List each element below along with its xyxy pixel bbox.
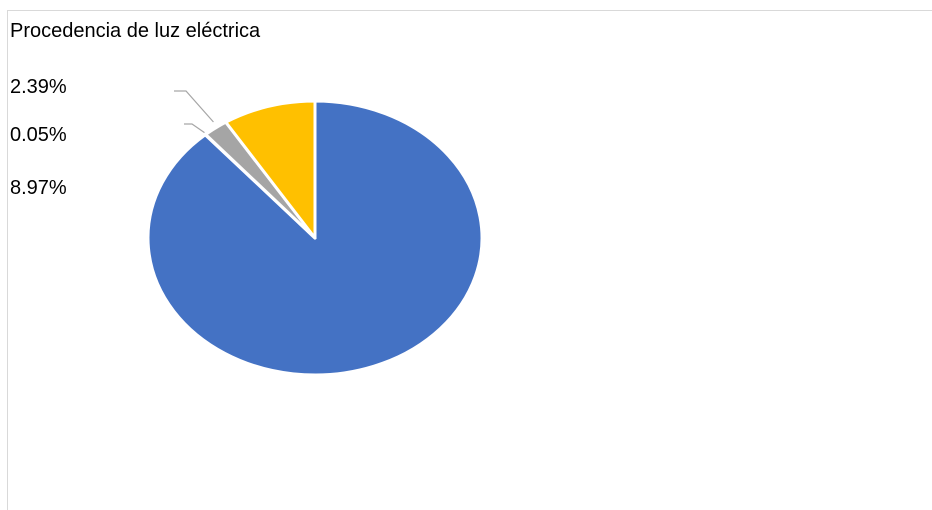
pie-chart bbox=[146, 90, 484, 377]
pie-slices bbox=[146, 99, 484, 377]
chart-area bbox=[7, 10, 932, 510]
data-label-yellow: 8.97% bbox=[10, 177, 67, 199]
leader-line-orange bbox=[184, 123, 205, 134]
data-label-grey: 2.39% bbox=[10, 76, 67, 98]
leader-lines bbox=[174, 90, 214, 134]
leader-line-grey bbox=[174, 90, 214, 123]
data-label-orange: 0.05% bbox=[10, 124, 67, 146]
chart-title: Procedencia de luz eléctrica bbox=[10, 20, 261, 42]
pie-slice-yellow bbox=[224, 99, 317, 240]
